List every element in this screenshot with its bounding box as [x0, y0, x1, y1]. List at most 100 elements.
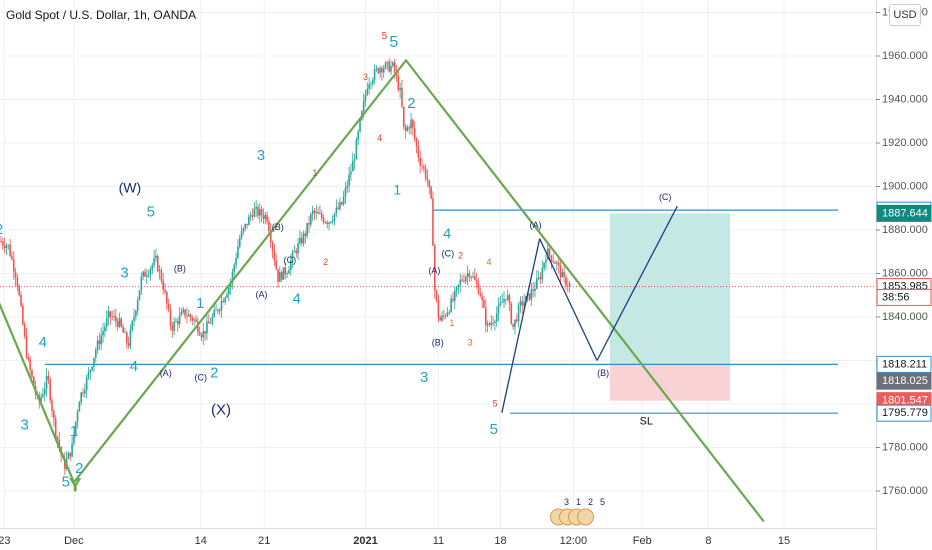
- candle-body: [288, 269, 290, 274]
- candle: [189, 313, 192, 322]
- candle: [554, 260, 556, 264]
- candle: [84, 383, 86, 398]
- candle: [187, 309, 190, 317]
- candle-body: [552, 261, 555, 263]
- candle-body: [255, 206, 257, 209]
- candles: [0, 58, 571, 475]
- candle-body: [282, 267, 285, 280]
- candle-body: [346, 185, 349, 188]
- wave-label: (A): [530, 220, 542, 230]
- candle-body: [258, 209, 261, 216]
- candle-body: [319, 213, 321, 215]
- time-tick-label: Feb: [633, 535, 652, 547]
- candle-body: [231, 271, 234, 283]
- candle-body: [324, 222, 327, 224]
- candle-body: [124, 332, 126, 334]
- candle-body: [167, 303, 170, 310]
- candle-body: [31, 369, 33, 377]
- candle: [171, 322, 174, 338]
- candle: [149, 266, 152, 281]
- projection-line: [539, 238, 598, 361]
- candle: [357, 129, 360, 146]
- candle-body: [503, 299, 505, 303]
- candle-body: [536, 278, 538, 289]
- candle: [423, 164, 425, 173]
- candle: [93, 357, 95, 372]
- candle: [463, 272, 465, 284]
- candle: [222, 297, 225, 303]
- candle-body: [142, 271, 144, 277]
- candle-body: [135, 311, 137, 317]
- candle: [408, 124, 411, 135]
- candle-body: [80, 392, 82, 403]
- candle-body: [155, 256, 157, 259]
- candle-body: [330, 221, 332, 223]
- candle: [131, 319, 134, 333]
- wave-label: 4: [130, 358, 138, 375]
- candle: [368, 77, 370, 95]
- candle: [370, 81, 372, 90]
- candle: [313, 207, 316, 221]
- candle: [388, 58, 390, 73]
- candle: [193, 317, 195, 326]
- candle: [364, 90, 367, 107]
- candle-body: [78, 402, 81, 412]
- candle: [107, 305, 110, 326]
- candle-body: [3, 245, 6, 249]
- candle: [206, 314, 208, 341]
- candle-body: [426, 177, 429, 181]
- candle-body: [412, 119, 414, 129]
- candle-body: [23, 324, 26, 336]
- candle-body: [366, 88, 369, 95]
- candle-body: [149, 268, 152, 275]
- candle-body: [328, 222, 330, 225]
- wave-label: 4: [443, 225, 451, 242]
- candle: [80, 391, 82, 406]
- candle-body: [310, 214, 312, 225]
- candle-body: [379, 67, 381, 73]
- currency-button[interactable]: USD: [889, 4, 921, 26]
- candle: [258, 203, 261, 224]
- candle: [541, 260, 544, 284]
- wave-label: 2: [323, 257, 328, 267]
- candle: [351, 152, 354, 172]
- candle: [151, 262, 154, 275]
- candle: [284, 262, 287, 280]
- candle: [111, 310, 113, 321]
- candle: [543, 262, 545, 272]
- candle: [486, 320, 489, 332]
- price-tag-box: [876, 355, 932, 373]
- profit-zone: [609, 213, 730, 365]
- candle: [262, 208, 265, 224]
- candle-body: [443, 315, 445, 317]
- candle-body: [541, 267, 544, 280]
- candle-body: [0, 240, 2, 242]
- wave-label: (A): [428, 266, 440, 276]
- candle-body: [515, 319, 518, 322]
- candle-body: [138, 290, 141, 301]
- time-tick-label: 8: [705, 535, 711, 547]
- candle: [532, 281, 534, 298]
- candle-body: [455, 286, 458, 291]
- candle-body: [217, 309, 219, 312]
- candle: [452, 292, 454, 304]
- candle-body: [237, 246, 239, 259]
- candle-body: [368, 84, 370, 89]
- candle: [249, 211, 252, 222]
- candle: [78, 400, 81, 412]
- candle: [277, 268, 279, 289]
- candle: [42, 387, 44, 399]
- candle: [302, 230, 305, 247]
- candle-body: [373, 69, 376, 80]
- candle: [470, 275, 473, 282]
- candle-body: [233, 264, 236, 272]
- candle: [468, 269, 471, 282]
- candle-body: [153, 258, 155, 265]
- candle: [432, 191, 434, 246]
- candle: [545, 254, 547, 270]
- candle-body: [517, 305, 520, 322]
- time-tick-label: 23: [0, 535, 11, 547]
